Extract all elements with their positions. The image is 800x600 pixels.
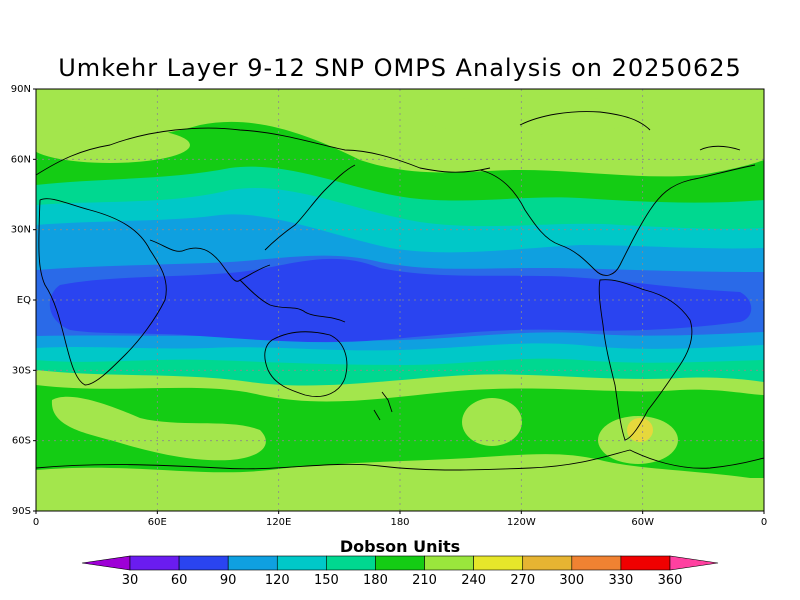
map-title: Umkehr Layer 9-12 SNP OMPS Analysis on 2… (58, 54, 742, 82)
colorbar-swatch (276, 555, 327, 571)
x-tick-label: 0 (33, 517, 39, 528)
x-tick-label: 180 (390, 517, 409, 528)
colorbar-swatch (424, 555, 474, 571)
coast-south-asia (149, 239, 271, 282)
ozone-field (36, 89, 764, 511)
colorbar-tick-label: 360 (658, 573, 683, 588)
colorbar-tick-label: 300 (559, 573, 584, 588)
colorbar-swatch (620, 555, 671, 571)
coast-arctic-islands (519, 111, 741, 151)
colorbar-tick-label: 180 (363, 573, 388, 588)
coast-antarctica (36, 449, 764, 471)
europe-240-du-region (36, 127, 190, 163)
colorbar-swatch (669, 555, 719, 571)
y-tick-label: 60S (12, 436, 31, 447)
antarctic-240-du-region (36, 478, 764, 511)
colorbar-tick-label: 90 (220, 573, 237, 588)
colorbar-tick-label: 240 (461, 573, 486, 588)
y-tick-label: EQ (17, 295, 31, 306)
map-gridlines (36, 89, 764, 511)
y-tick-label: 30S (12, 365, 31, 376)
longitude-axis: 0 60E 120E 180 120W 60W 0 (33, 511, 767, 528)
colorbar-swatch (375, 555, 425, 571)
y-tick-label: 30N (11, 225, 31, 236)
y-tick-label: 60N (11, 154, 31, 165)
colorbar-swatch (129, 555, 180, 571)
y-tick-label: 90N (11, 84, 31, 95)
coast-new-zealand (373, 391, 393, 421)
colorbar (81, 555, 719, 571)
southern-270-du-region (627, 418, 653, 442)
x-tick-label: 0 (761, 517, 767, 528)
colorbar-swatch (522, 555, 573, 571)
colorbar-tick-label: 120 (265, 573, 290, 588)
coast-australia (264, 331, 348, 397)
colorbar-swatch (571, 555, 622, 571)
coast-africa (38, 198, 167, 386)
colorbar-tick-label: 60 (171, 573, 188, 588)
colorbar-tick-label: 270 (510, 573, 535, 588)
latitude-axis: 90N 60N 30N EQ 30S 60S 90S (11, 84, 36, 517)
colorbar-swatch (227, 555, 278, 571)
coastlines (36, 111, 764, 471)
coast-east-asia (264, 164, 356, 251)
colorbar-ticks: 30 60 90 120 150 180 210 240 270 300 330 360 (122, 573, 683, 588)
band-60-du (49, 258, 752, 343)
southern-240-du-region-pacific (462, 398, 522, 446)
coast-south-america (598, 279, 693, 441)
colorbar-swatch (178, 555, 229, 571)
colorbar-tick-label: 30 (122, 573, 139, 588)
colorbar-swatch (81, 555, 131, 571)
colorbar-swatch (473, 555, 524, 571)
colorbar-swatch (326, 555, 376, 571)
colorbar-tick-label: 210 (412, 573, 437, 588)
colorbar-tick-label: 330 (608, 573, 633, 588)
coast-eurasia-north (36, 127, 491, 176)
x-tick-label: 120E (266, 517, 291, 528)
coast-north-america (479, 164, 756, 276)
x-tick-label: 60W (631, 517, 654, 528)
coast-se-asia (239, 279, 346, 323)
colorbar-label: Dobson Units (339, 537, 461, 556)
colorbar-tick-label: 150 (314, 573, 339, 588)
x-tick-label: 120W (507, 517, 536, 528)
southern-240-du-region-west (51, 396, 266, 461)
arctic-240-du-region (415, 95, 645, 135)
y-tick-label: 90S (12, 506, 31, 517)
x-tick-label: 60E (148, 517, 167, 528)
